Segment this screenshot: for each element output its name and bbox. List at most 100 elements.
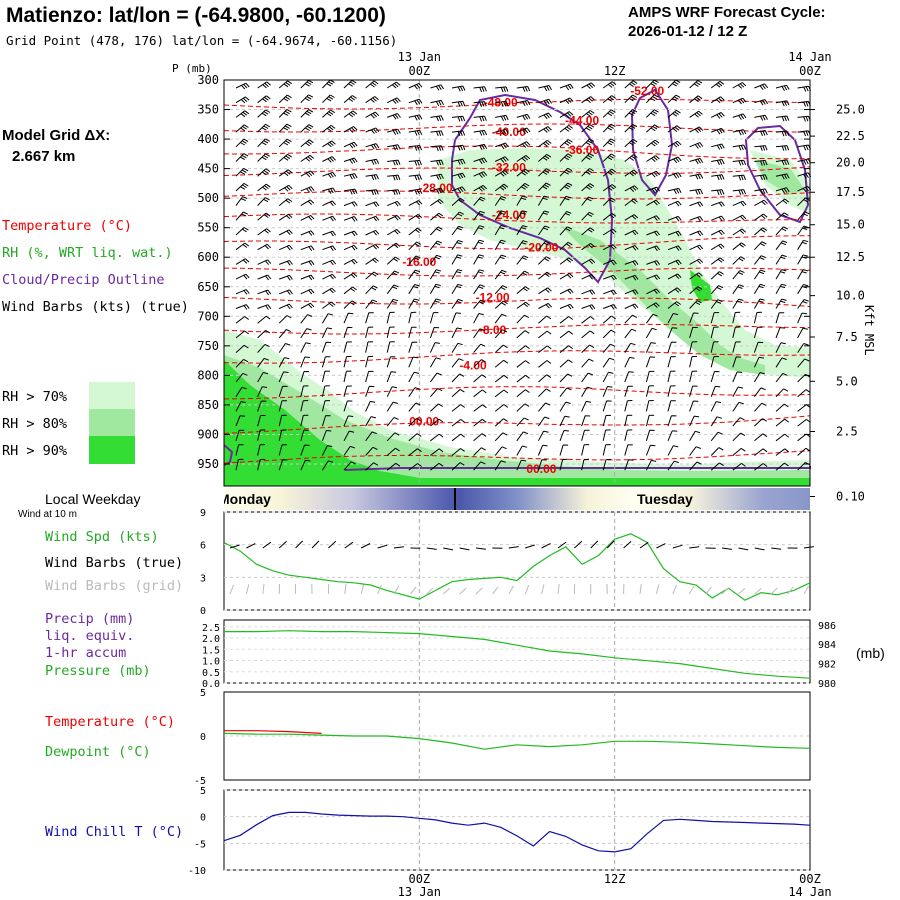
wind-barb — [516, 113, 531, 121]
wind-barb — [603, 304, 617, 310]
wind-barb — [689, 95, 703, 104]
model-grid-value: 2.667 km — [12, 148, 76, 165]
wind-barb — [516, 225, 528, 236]
wind-barb — [386, 356, 396, 368]
wind-barb — [451, 197, 465, 206]
wind-barb — [775, 357, 787, 368]
wind-barb — [797, 461, 811, 471]
wind-barb — [494, 156, 509, 163]
wind-barbs-true-label: Wind Barbs (true) — [45, 555, 184, 571]
wind-barb — [408, 402, 421, 412]
surface-barb-true — [541, 542, 551, 549]
wind-barb — [473, 269, 485, 280]
surface-barb-grid — [426, 587, 434, 595]
kft-tick-label: 2.5 — [836, 425, 858, 439]
wind-barb — [494, 183, 509, 192]
wind-barb — [559, 195, 571, 206]
wind-barb — [689, 272, 703, 280]
surface-barb-grid — [738, 587, 746, 595]
wind-barb — [365, 400, 376, 412]
temperature-line — [224, 730, 322, 734]
temperature-contour — [223, 350, 811, 364]
wind-barb — [516, 168, 530, 177]
temp-tick-label: 5 — [200, 688, 206, 699]
wind-barb — [430, 159, 444, 166]
wind-barb — [581, 458, 590, 471]
wind-barb — [430, 240, 442, 251]
wind-barb — [775, 298, 787, 309]
precip-label-2: liq. equiv. — [45, 628, 135, 644]
wind-barb — [624, 328, 637, 339]
wind-barb — [451, 388, 465, 398]
wind-barb — [732, 256, 746, 265]
wind-barb — [408, 341, 418, 353]
temperature-contour — [223, 323, 811, 335]
surface-barb-grid — [541, 584, 545, 595]
wind-barb — [559, 257, 574, 265]
surface-barb-true — [229, 544, 240, 549]
wind-barb — [408, 200, 423, 207]
wind-barb — [343, 385, 352, 397]
wind-speed-tick-label: 9 — [200, 508, 206, 519]
wind-barb — [300, 328, 312, 339]
wind-barb — [516, 240, 528, 250]
p-tick-label: 450 — [197, 162, 219, 176]
wind-barb — [775, 130, 790, 137]
wind-barb — [473, 157, 488, 165]
wind-barb — [775, 173, 790, 180]
surface-barb-true — [459, 547, 470, 551]
wind-barb — [408, 114, 423, 121]
wind-barb — [754, 463, 768, 471]
surface-barb-grid — [639, 584, 642, 595]
wind-barb — [300, 199, 315, 207]
surface-barb-grid — [557, 584, 560, 595]
wind-barb — [451, 240, 463, 250]
surface-barb-true — [574, 540, 583, 549]
bottom-time-label: 00Z — [799, 872, 821, 886]
wind-barb — [278, 94, 292, 104]
wind-barb — [537, 225, 550, 236]
wind-barb — [581, 444, 590, 456]
wind-barb — [300, 245, 315, 251]
wind-barb — [667, 430, 678, 441]
bottom-date-label: 13 Jan — [398, 885, 441, 899]
wind-barb — [775, 312, 785, 324]
kft-tick-label: 15.0 — [836, 218, 865, 232]
wind-barb — [646, 274, 661, 281]
surface-barb-grid — [442, 587, 451, 595]
wind-barb — [667, 156, 682, 164]
wind-barb — [689, 415, 700, 427]
wind-barb — [775, 240, 788, 250]
wind-at-label: Wind at 10 m — [18, 509, 77, 520]
wind-barb — [732, 298, 744, 309]
wind-barb — [408, 387, 420, 397]
wind-barb — [386, 81, 401, 89]
wind-barb — [559, 139, 573, 148]
wind-barb — [408, 298, 420, 309]
wind-barb — [516, 255, 529, 265]
wind-barb — [624, 385, 633, 397]
wind-barb — [430, 403, 443, 412]
wind-barb — [279, 244, 293, 251]
wind-barb — [408, 433, 422, 442]
wind-barb — [754, 114, 768, 121]
wind-barb — [559, 303, 574, 310]
wind-barb — [235, 316, 249, 324]
wind-barb — [689, 230, 704, 237]
wind-barb — [365, 80, 379, 89]
wind-barb — [667, 125, 682, 133]
wind-barb — [689, 355, 698, 368]
wind-barb — [559, 241, 573, 251]
wind-barb — [235, 167, 249, 177]
wind-barb — [538, 388, 551, 398]
wind-barb — [278, 109, 292, 118]
wind-barb — [732, 82, 747, 89]
wind-barb — [365, 201, 380, 207]
wind-barb — [257, 458, 266, 471]
wind-barb — [667, 215, 682, 222]
wind-barb — [386, 417, 399, 427]
surface-barb-grid — [229, 584, 235, 595]
wind-barb — [689, 341, 698, 353]
wind-barb — [408, 82, 423, 90]
wind-barb — [516, 301, 530, 309]
